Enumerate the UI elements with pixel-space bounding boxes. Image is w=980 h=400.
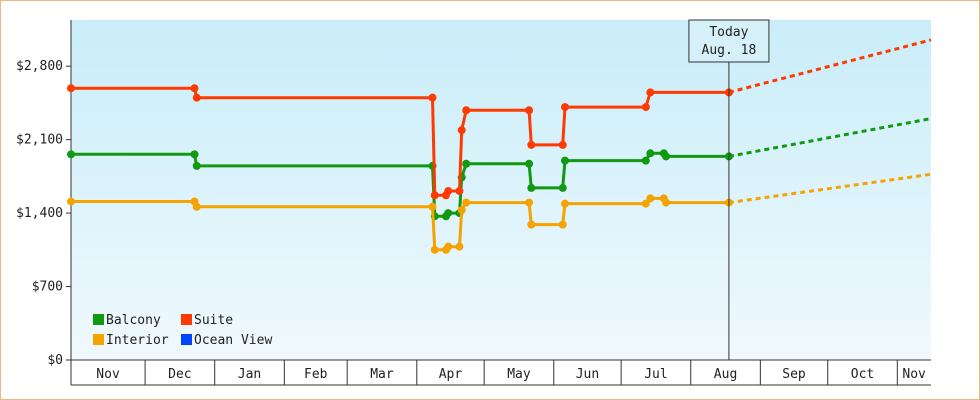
data-point [444, 209, 453, 218]
today-label: Today [709, 25, 748, 40]
series-forecast-line [728, 117, 932, 158]
series-forecast-line [728, 172, 932, 205]
series-interior [67, 172, 932, 254]
y-axis: $0 $700 $1,400 $2,100 $2,800 [16, 20, 72, 368]
data-point [444, 242, 453, 251]
legend-label: Interior [106, 333, 169, 348]
legend: Balcony Suite Interior Ocean View [93, 313, 272, 348]
x-tick-label: Jan [238, 367, 261, 382]
data-point [67, 150, 75, 159]
data-point [525, 106, 534, 115]
data-point [646, 88, 655, 97]
y-tick-label: $0 [47, 353, 63, 368]
legend-swatch [93, 334, 104, 345]
data-point [462, 198, 471, 207]
x-tick-label: Mar [370, 367, 394, 382]
x-tick-label: Feb [304, 367, 328, 382]
legend-swatch [93, 314, 104, 325]
x-tick-label: May [507, 367, 531, 382]
legend-item: Interior [93, 333, 169, 348]
series-suite [67, 38, 932, 200]
data-point [444, 187, 453, 196]
data-point [430, 191, 439, 200]
data-point [462, 106, 471, 115]
data-point [527, 183, 536, 192]
data-point [67, 197, 75, 206]
data-point [560, 199, 569, 208]
data-point [527, 140, 536, 149]
series-lines [67, 38, 932, 254]
data-point [462, 159, 471, 168]
data-point [662, 198, 671, 207]
legend-label: Suite [194, 313, 233, 328]
x-tick-label: Apr [439, 367, 463, 382]
today-marker: Today Aug. 18 [688, 19, 770, 360]
data-point [558, 183, 567, 192]
data-point [641, 199, 650, 208]
today-date-label: Aug. 18 [702, 43, 757, 58]
data-point [455, 242, 464, 251]
y-tick-label: $2,800 [16, 59, 63, 74]
data-point [192, 93, 201, 102]
legend-label: Ocean View [194, 333, 272, 348]
data-point [192, 161, 201, 170]
data-point [641, 156, 650, 165]
x-axis: Nov Dec Jan Feb Mar Apr May Jun Jul Aug Sep Oct Nov [70, 359, 931, 386]
data-point [428, 93, 437, 102]
x-tick-label: Dec [168, 367, 191, 382]
data-point [457, 205, 466, 214]
today-label-box [688, 19, 770, 63]
data-point [525, 159, 534, 168]
data-point [646, 194, 655, 203]
data-point [457, 126, 466, 135]
y-tick-label: $2,100 [16, 133, 63, 148]
x-tick-label: Nov [902, 367, 926, 382]
data-point [430, 245, 439, 254]
data-point [560, 103, 569, 112]
x-tick-label: Oct [851, 367, 874, 382]
data-point [662, 152, 671, 161]
x-tick-label: Jun [576, 367, 599, 382]
y-tick-label: $1,400 [16, 206, 63, 221]
data-point [641, 103, 650, 112]
x-tick-label: Aug [714, 367, 737, 382]
data-point [67, 84, 75, 93]
data-point [525, 198, 534, 207]
data-point [190, 84, 199, 93]
legend-item: Ocean View [181, 333, 272, 348]
data-point [455, 187, 464, 196]
data-point [192, 202, 201, 211]
data-point [560, 156, 569, 165]
data-point [558, 220, 567, 229]
x-tick-label: Nov [96, 367, 120, 382]
data-point [558, 140, 567, 149]
legend-item: Balcony [93, 313, 161, 328]
legend-label: Balcony [106, 313, 161, 328]
data-point [190, 150, 199, 159]
plot-area [71, 20, 931, 360]
legend-swatch [181, 314, 192, 325]
legend-item: Suite [181, 313, 233, 328]
y-tick-label: $700 [32, 280, 63, 295]
data-point [646, 149, 655, 158]
series-forecast-line [728, 38, 932, 94]
data-point [428, 202, 437, 211]
x-tick-label: Jul [644, 367, 667, 382]
data-point [527, 220, 536, 229]
legend-swatch [181, 334, 192, 345]
x-tick-label: Sep [782, 367, 806, 382]
